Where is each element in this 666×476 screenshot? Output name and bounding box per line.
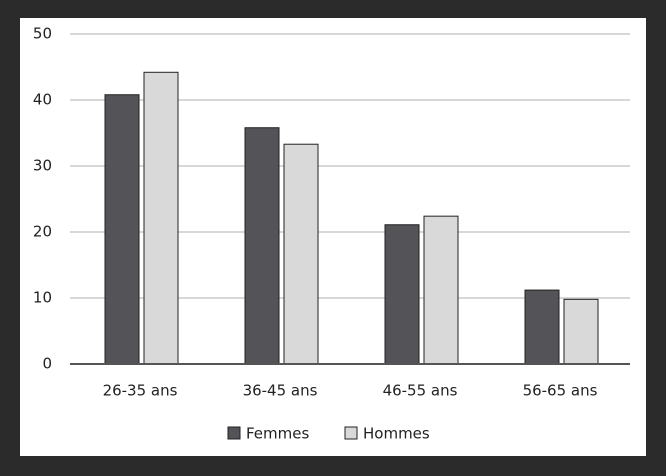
legend-swatch	[344, 426, 358, 440]
x-tick-label: 46-55 ans	[383, 382, 458, 400]
bar	[423, 215, 459, 365]
legend-swatch	[227, 426, 241, 440]
bar	[143, 71, 179, 365]
y-tick-label: 40	[33, 91, 52, 109]
x-tick-label: 56-65 ans	[523, 382, 598, 400]
bar	[283, 143, 319, 365]
bar	[104, 94, 140, 365]
bar	[563, 298, 599, 365]
y-tick-label: 20	[33, 223, 52, 241]
bar	[384, 224, 420, 365]
y-tick-label: 10	[33, 289, 52, 307]
x-tick-label: 36-45 ans	[243, 382, 318, 400]
y-tick-label: 30	[33, 157, 52, 175]
legend-label: Hommes	[363, 425, 430, 443]
y-tick-label: 50	[33, 25, 52, 43]
bar	[524, 289, 560, 365]
legend-label: Femmes	[246, 425, 309, 443]
x-tick-label: 26-35 ans	[103, 382, 178, 400]
y-tick-label: 0	[42, 355, 52, 373]
bar	[244, 127, 280, 365]
